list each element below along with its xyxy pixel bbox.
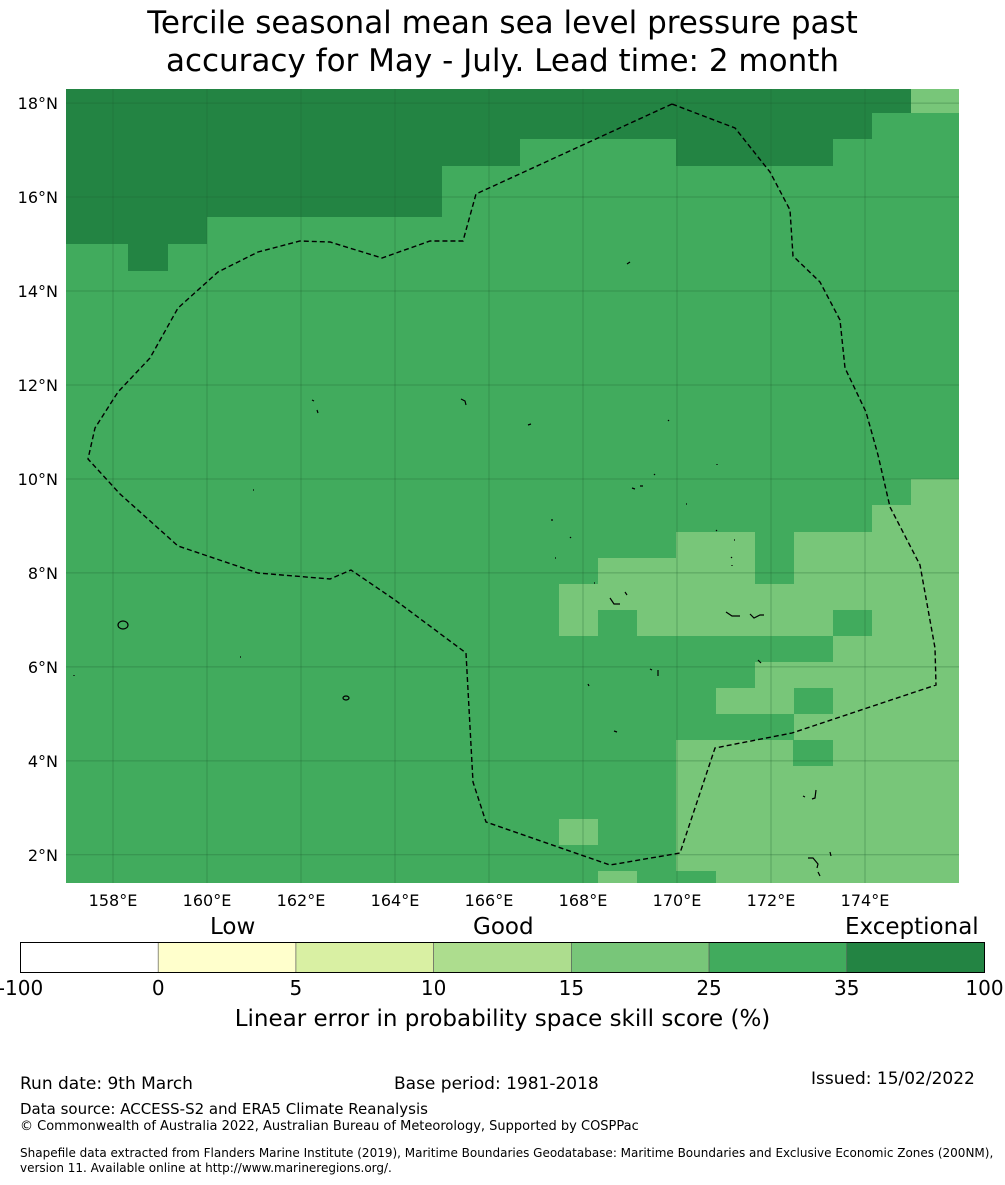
lat-tick-label: 16°N [18, 188, 58, 207]
skill-map: 18°N 16°N 14°N 12°N 10°N 8°N 6°N 4°N 2°N 158°E 16… [18, 89, 959, 910]
colorbar-good-label: Good [473, 914, 534, 940]
gridlines [66, 89, 959, 883]
colorbar-tick-label: 35 [834, 976, 860, 1000]
copyright-notice: © Commonwealth of Australia 2022, Austra… [20, 1119, 639, 1134]
lon-tick-label: 160°E [183, 891, 232, 910]
colorbar-tick-label: 10 [420, 976, 447, 1000]
longitude-labels: 158°E 160°E 162°E 164°E 166°E 168°E 170°E 172°E… [89, 891, 890, 910]
moderate-cells [559, 89, 959, 883]
lon-tick-label: 166°E [465, 891, 514, 910]
map-title-line1: Tercile seasonal mean sea level pressure… [147, 5, 858, 41]
colorbar-swatch [295, 942, 434, 973]
base-period: Base period: 1981-2018 [394, 1074, 599, 1094]
data-source: Data source: ACCESS-S2 and ERA5 Climate … [20, 1100, 428, 1118]
shapefile-credit: Shapefile data extracted from Flanders M… [20, 1146, 994, 1175]
colorbar-swatch [157, 942, 297, 973]
colorbar-tick-label: 15 [558, 976, 585, 1000]
lat-tick-label: 4°N [28, 752, 58, 771]
colorbar-exceptional-label: Exceptional [845, 914, 979, 940]
colorbar-swatch [20, 942, 159, 973]
lon-tick-label: 168°E [559, 891, 608, 910]
lon-tick-label: 162°E [277, 891, 326, 910]
lat-tick-label: 18°N [18, 94, 58, 113]
colorbar-swatch [846, 942, 985, 973]
colorbar [20, 942, 985, 973]
colorbar-tick-label: 5 [289, 976, 303, 1000]
run-date: Run date: 9th March [20, 1074, 193, 1094]
lon-tick-label: 158°E [89, 891, 138, 910]
colorbar-swatch [708, 942, 848, 973]
colorbar-tick-label: 25 [696, 976, 722, 1000]
map-background [66, 89, 959, 883]
colorbar-swatch [571, 942, 710, 973]
lon-tick-label: 164°E [371, 891, 420, 910]
colorbar-swatch [433, 942, 572, 973]
lon-tick-label: 172°E [747, 891, 796, 910]
lon-tick-label: 174°E [841, 891, 890, 910]
lat-tick-label: 8°N [28, 564, 58, 583]
colorbar-axis-label: Linear error in probability space skill … [234, 1006, 771, 1032]
colorbar-tick-label: -100 [0, 976, 44, 1000]
lat-tick-label: 2°N [28, 846, 58, 865]
lat-tick-label: 6°N [28, 658, 58, 677]
lat-tick-label: 10°N [18, 470, 58, 489]
lat-tick-label: 14°N [18, 282, 58, 301]
colorbar-low-label: Low [210, 914, 256, 940]
colorbar-tick-label: 100 [965, 976, 1004, 1000]
exceptional-cells [66, 89, 911, 271]
issued-date: Issued: 15/02/2022 [811, 1069, 975, 1089]
colorbar-tick-label: 0 [151, 976, 165, 1000]
map-title-line2: accuracy for May - July. Lead time: 2 mo… [165, 43, 840, 79]
islands [73, 261, 832, 877]
latitude-labels: 18°N 16°N 14°N 12°N 10°N 8°N 6°N 4°N 2°N [18, 94, 58, 865]
lat-tick-label: 12°N [18, 376, 58, 395]
lon-tick-label: 170°E [653, 891, 702, 910]
